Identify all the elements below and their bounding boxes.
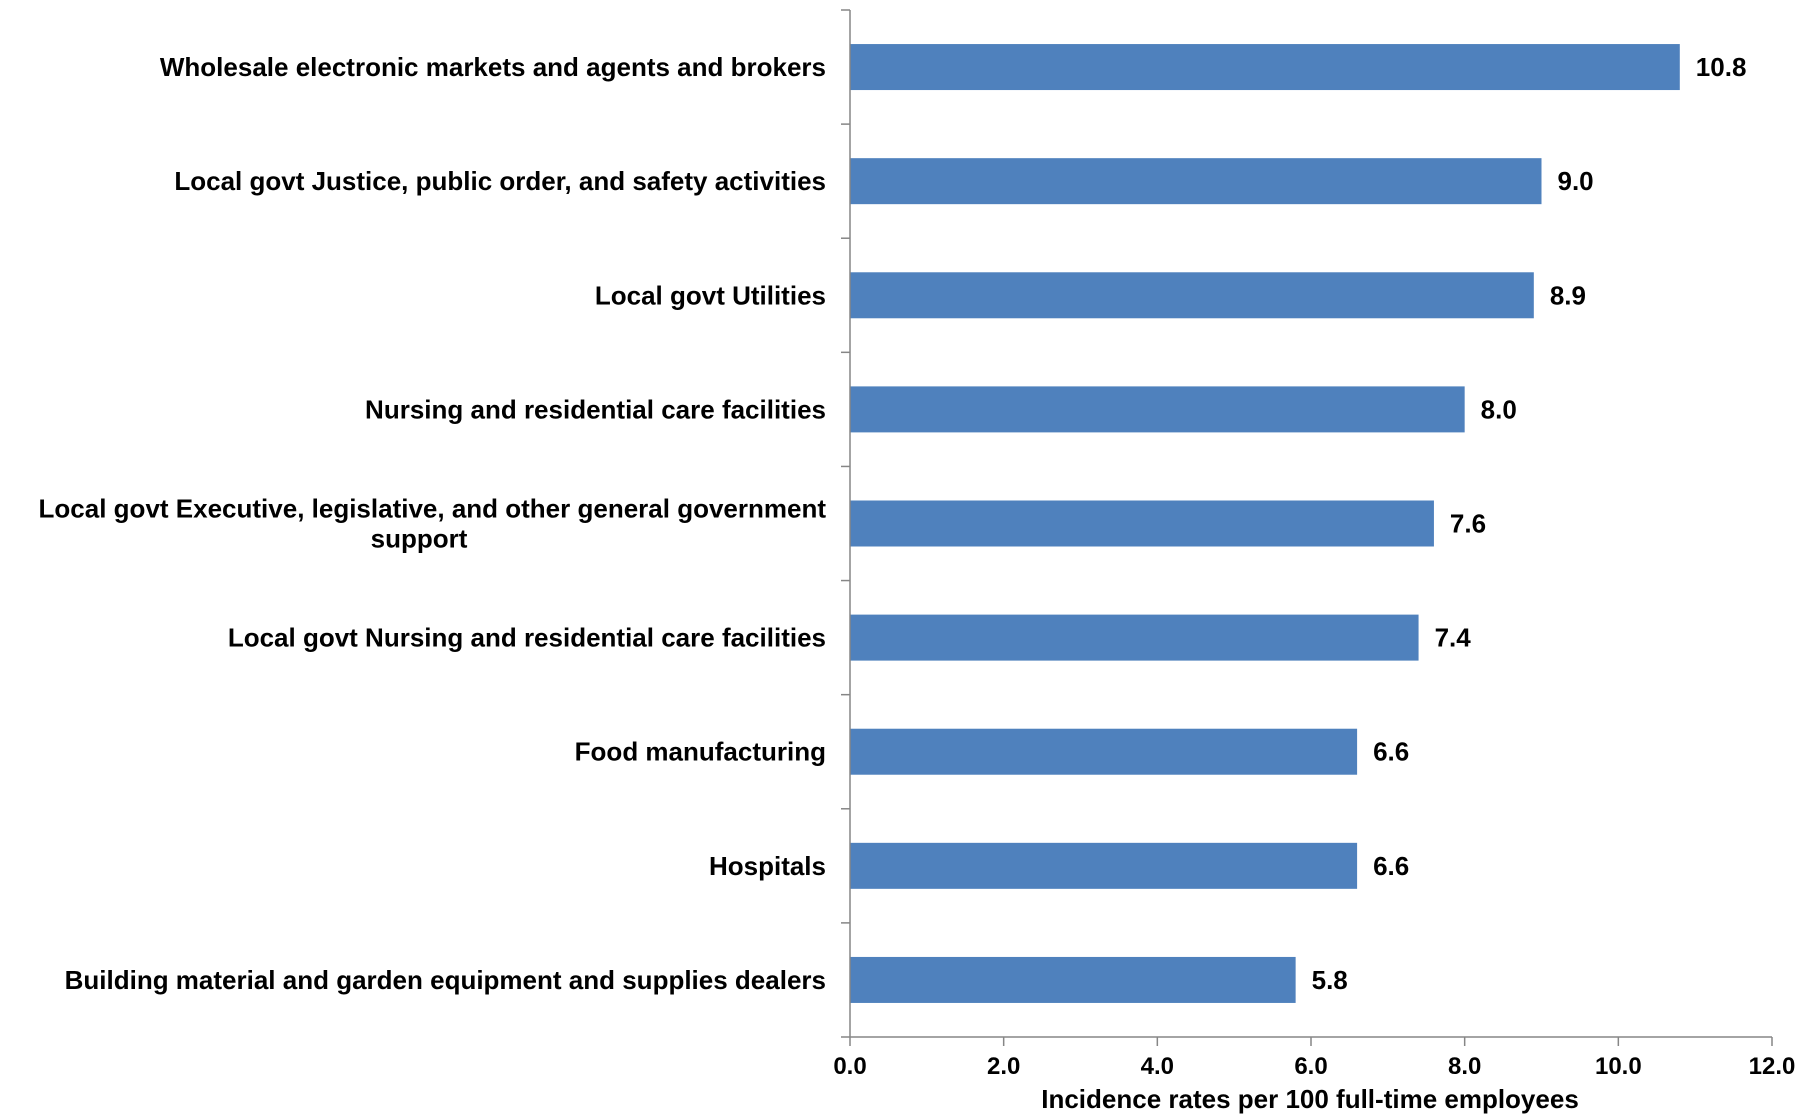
- category-label: Local govt Nursing and residential care …: [228, 623, 826, 653]
- category-label: Nursing and residential care facilities: [365, 394, 826, 424]
- category-label: Building material and garden equipment a…: [65, 965, 826, 995]
- bar: [850, 386, 1465, 433]
- category-label: Wholesale electronic markets and agents …: [160, 52, 826, 82]
- bar: [850, 158, 1542, 205]
- x-tick-label: 8.0: [1448, 1053, 1481, 1080]
- bar: [850, 614, 1419, 661]
- bars-group: [850, 44, 1680, 1003]
- category-label: Local govt Executive, legislative, and o…: [39, 494, 827, 554]
- x-tick-label: 6.0: [1294, 1053, 1327, 1080]
- value-label: 6.6: [1373, 737, 1409, 767]
- value-label: 8.0: [1481, 394, 1517, 424]
- value-labels: 10.8 9.0 8.9 8.0 7.6 7.4 6.6 6.6 5.8: [1312, 52, 1747, 995]
- value-label: 9.0: [1558, 166, 1594, 196]
- x-tick-label: 2.0: [987, 1053, 1020, 1080]
- value-label: 6.6: [1373, 851, 1409, 881]
- x-tick-label: 10.0: [1595, 1053, 1642, 1080]
- category-label: Local govt Justice, public order, and sa…: [174, 166, 826, 196]
- bar: [850, 272, 1534, 319]
- value-label: 7.6: [1450, 509, 1486, 539]
- bar: [850, 956, 1296, 1003]
- value-label: 10.8: [1696, 52, 1747, 82]
- value-label: 7.4: [1435, 623, 1472, 653]
- bar: [850, 500, 1434, 547]
- bar: [850, 728, 1358, 775]
- value-label: 8.9: [1550, 280, 1586, 310]
- value-label: 5.8: [1312, 965, 1348, 995]
- x-tick-label: 0.0: [833, 1053, 866, 1080]
- bar: [850, 44, 1680, 91]
- category-label: Local govt Utilities: [595, 280, 826, 310]
- bar: [850, 842, 1358, 889]
- category-labels: Wholesale electronic markets and agents …: [39, 52, 827, 995]
- axes-group: 0.0 2.0 4.0 6.0 8.0 10.0 12.0: [833, 9, 1796, 1080]
- category-label: Hospitals: [709, 851, 826, 881]
- x-tick-label: 4.0: [1141, 1053, 1174, 1080]
- x-tick-label: 12.0: [1749, 1053, 1796, 1080]
- x-axis-title: Incidence rates per 100 full-time employ…: [1041, 1084, 1579, 1114]
- category-label: Food manufacturing: [575, 737, 826, 767]
